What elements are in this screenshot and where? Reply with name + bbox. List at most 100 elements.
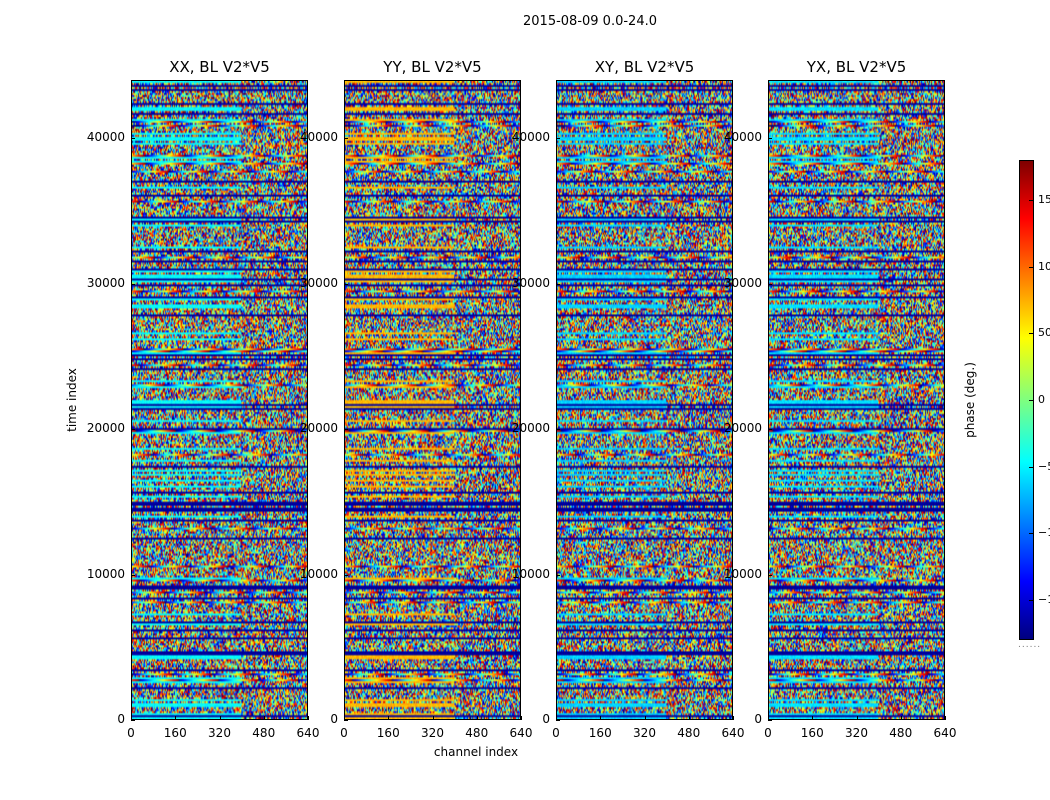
x-tick-mark (219, 716, 221, 720)
panel-title: XY, BL V2*V5 (594, 58, 695, 76)
phase-heatmap-panel (556, 80, 733, 720)
x-tick-mark (263, 716, 265, 720)
x-tick-mark (688, 716, 690, 720)
y-tick-label: 0 (542, 712, 550, 726)
x-tick-label: 160 (376, 726, 400, 740)
y-tick-label: 30000 (511, 275, 550, 290)
heatmap-canvas (132, 81, 307, 719)
y-tick-mark (768, 574, 772, 576)
x-tick-label: 320 (208, 726, 231, 740)
y-tick-label: 20000 (299, 421, 338, 436)
x-tick-label: 640 (933, 726, 957, 740)
y-tick-label: 20000 (86, 421, 125, 436)
x-tick-mark (812, 716, 814, 720)
colorbar-tick-label: 0 (1038, 393, 1045, 406)
colorbar-tick-mark (1029, 466, 1033, 468)
colorbar-tick-mark (1029, 333, 1033, 335)
y-tick-mark (556, 138, 560, 140)
x-tick-label: 160 (588, 726, 612, 740)
y-tick-label: 10000 (723, 566, 762, 581)
colorbar-tick-label: 50 (1038, 326, 1050, 340)
colorbar (1019, 160, 1034, 640)
heatmap-canvas (769, 81, 944, 719)
y-tick-mark (131, 720, 135, 721)
y-tick-mark (344, 574, 348, 576)
colorbar-tick-label: 100 (1038, 259, 1050, 273)
y-tick-label: 20000 (723, 421, 762, 436)
colorbar-tick-label: 150 (1038, 193, 1050, 206)
colorbar-tick-mark (1029, 533, 1033, 535)
colorbar-tick-label: −100 (1038, 526, 1050, 540)
y-tick-mark (131, 283, 135, 285)
colorbar-tick-mark (1029, 600, 1033, 601)
y-tick-mark (344, 720, 348, 721)
colorbar-tick-mark (1029, 400, 1033, 401)
colorbar-tick-mark (1029, 200, 1033, 201)
x-tick-mark (900, 716, 902, 720)
y-tick-label: 30000 (723, 275, 762, 290)
x-tick-mark (476, 716, 478, 720)
y-tick-mark (556, 283, 560, 285)
heatmap-canvas (345, 81, 520, 719)
x-tick-label: 320 (845, 726, 868, 740)
y-tick-mark (768, 429, 772, 431)
phase-heatmap-panel (344, 80, 521, 720)
colorbar-tick-label: −50 (1038, 459, 1050, 473)
y-tick-mark (556, 720, 560, 721)
y-tick-label: 0 (117, 712, 125, 726)
y-tick-mark (131, 429, 135, 431)
x-tick-mark (344, 716, 345, 720)
y-tick-label: 10000 (86, 566, 125, 581)
y-tick-label: 10000 (299, 566, 338, 581)
y-tick-mark (131, 574, 135, 576)
y-tick-mark (344, 138, 348, 140)
y-tick-label: 10000 (511, 566, 550, 581)
x-tick-mark (733, 716, 734, 720)
y-tick-mark (344, 429, 348, 431)
y-tick-label: 30000 (86, 275, 125, 290)
y-tick-mark (556, 429, 560, 431)
x-tick-label: 480 (677, 726, 701, 740)
x-tick-mark (556, 716, 557, 720)
y-tick-mark (344, 283, 348, 285)
y-tick-label: 20000 (511, 421, 550, 436)
y-tick-mark (131, 138, 135, 140)
x-tick-label: 320 (633, 726, 656, 740)
y-tick-mark (768, 720, 772, 721)
x-axis-label: channel index (433, 745, 519, 759)
x-tick-mark (175, 716, 177, 720)
y-tick-label: 40000 (723, 130, 762, 145)
x-tick-mark (131, 716, 132, 720)
x-tick-label: 0 (552, 726, 560, 740)
x-tick-mark (432, 716, 434, 720)
x-tick-label: 480 (465, 726, 489, 740)
x-tick-mark (308, 716, 309, 720)
x-tick-label: 0 (764, 726, 772, 740)
heatmap-canvas (557, 81, 732, 719)
x-tick-mark (945, 716, 946, 720)
y-tick-label: 40000 (299, 130, 338, 145)
x-tick-label: 640 (721, 726, 745, 740)
x-tick-label: 480 (252, 726, 276, 740)
y-tick-label: 40000 (511, 130, 550, 145)
y-tick-label: 0 (754, 712, 762, 726)
x-tick-mark (600, 716, 602, 720)
x-tick-label: 0 (127, 726, 135, 740)
colorbar-label: phase (deg.) (963, 362, 977, 438)
colorbar-tick-label: −150 (1038, 593, 1050, 606)
colorbar-tick-mark (1029, 266, 1033, 268)
panel-title: XX, BL V2*V5 (169, 58, 270, 76)
panel-title: YX, BL V2*V5 (806, 58, 907, 76)
colorbar-extent-dots: ...... (1018, 640, 1042, 650)
phase-heatmap-panel (131, 80, 308, 720)
x-tick-label: 640 (509, 726, 533, 740)
x-tick-mark (388, 716, 390, 720)
y-tick-mark (768, 138, 772, 140)
figure-suptitle: 2015-08-09 0.0-24.0 (523, 14, 657, 29)
y-tick-mark (768, 283, 772, 285)
panel-title: YY, BL V2*V5 (383, 58, 482, 76)
x-tick-mark (644, 716, 646, 720)
x-tick-label: 480 (889, 726, 913, 740)
phase-heatmap-panel (768, 80, 945, 720)
